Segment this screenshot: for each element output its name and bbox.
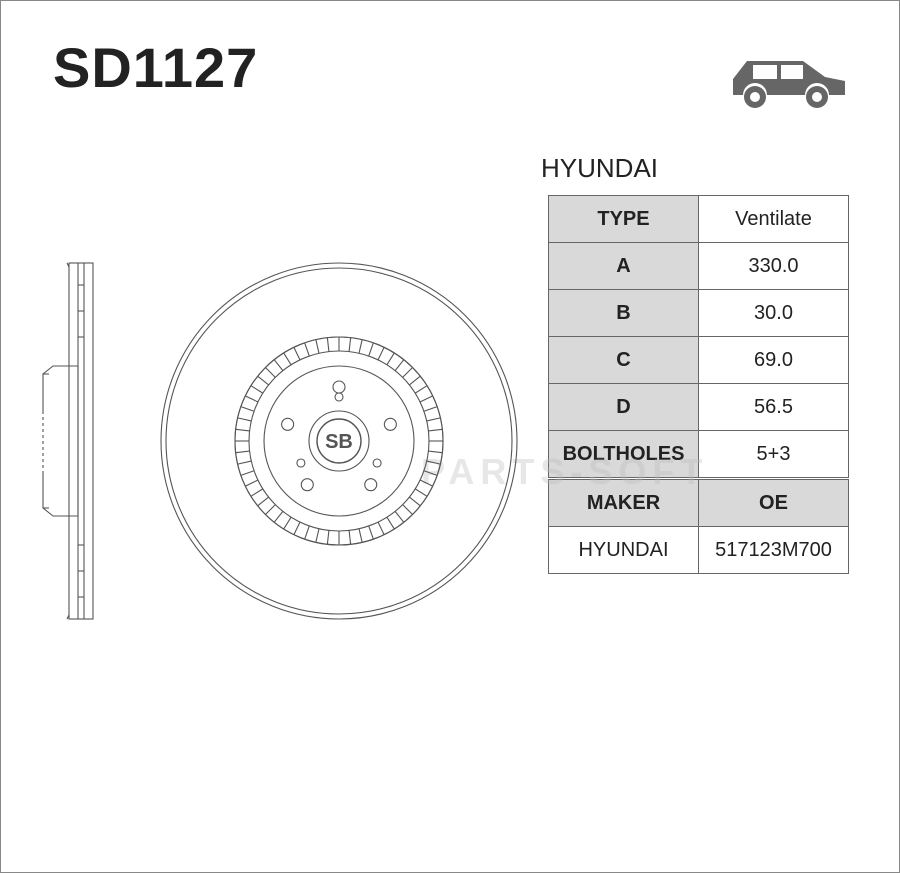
spec-table: TYPE Ventilate A 330.0 B 30.0 C 69.0 D [548,195,849,478]
spec-table-body: TYPE Ventilate A 330.0 B 30.0 C 69.0 D [549,196,849,478]
table-row: A 330.0 [549,243,849,290]
oe-oe: 517123M700 [699,527,849,574]
spec-value: 330.0 [699,243,849,290]
oe-maker: HYUNDAI [549,527,699,574]
spec-label: A [549,243,699,290]
table-row: D 56.5 [549,384,849,431]
spec-label: D [549,384,699,431]
brake-disc-drawing: SB [29,181,529,701]
spec-label: B [549,290,699,337]
table-row: TYPE Ventilate [549,196,849,243]
oe-header-oe: OE [699,480,849,527]
spec-label: TYPE [549,196,699,243]
spec-value: 69.0 [699,337,849,384]
spec-label: C [549,337,699,384]
oe-header-maker: MAKER [549,480,699,527]
table-row: HYUNDAI 517123M700 [549,527,849,574]
vehicle-icon [729,45,849,117]
table-row: C 69.0 [549,337,849,384]
table-row: B 30.0 [549,290,849,337]
part-number-title: SD1127 [53,35,258,100]
table-row: BOLTHOLES 5+3 [549,431,849,478]
spec-value: 5+3 [699,431,849,478]
oe-table: MAKER OE HYUNDAI 517123M700 [548,479,849,574]
spec-value: 30.0 [699,290,849,337]
spec-value: Ventilate [699,196,849,243]
page: SD1127 HYUNDAI TYPE Ventilate A 330 [0,0,900,873]
brand-subtitle: HYUNDAI [541,153,658,184]
spec-value: 56.5 [699,384,849,431]
spec-label: BOLTHOLES [549,431,699,478]
table-row: MAKER OE [549,480,849,527]
svg-text:SB: SB [325,431,353,453]
